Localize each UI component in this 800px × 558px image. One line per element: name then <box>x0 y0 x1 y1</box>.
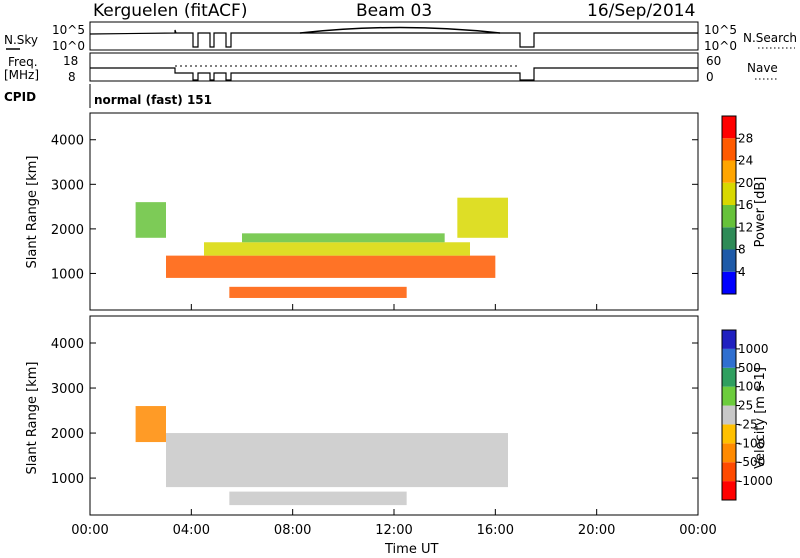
noise-panel-frame <box>89 21 699 51</box>
xtick-label-1: 04:00 <box>173 523 210 538</box>
nave-tick-bottom: 0 <box>706 70 714 84</box>
power-region-2 <box>242 233 445 243</box>
velocity-heatmap-cells <box>135 406 508 506</box>
power-colorbar-swatch-4 <box>722 182 736 205</box>
xtick-label-2: 08:00 <box>274 523 311 538</box>
time-axis: 00:00 04:00 08:00 12:00 16:00 20:00 00:00 <box>71 304 717 538</box>
velocity-colorbar-frame <box>721 329 737 501</box>
nave-tick-top: 60 <box>706 54 721 68</box>
velocity-ytick-label-2: 3000 <box>51 382 84 397</box>
xtick-label-4: 16:00 <box>477 523 514 538</box>
noise-right-tick-top: 10^5 <box>704 23 737 37</box>
velocity-colorbar-swatch-5 <box>722 386 736 406</box>
velocity-colorbar-swatch-0 <box>722 481 736 500</box>
velocity-colorbar-label: Velocity [m s-1] <box>753 367 768 469</box>
power-colorbar-swatch-0 <box>722 271 736 294</box>
power-colorbar-swatch-3 <box>722 205 736 228</box>
velocity-colorbar-tick-label-5: -100 <box>738 436 765 450</box>
freq-label-line1: Freq. <box>8 55 38 69</box>
time-axis-label: Time UT <box>384 542 438 554</box>
noise-right-tick-bottom: 10^0 <box>704 39 737 53</box>
velocity-colorbar: 1000 500 100 25 -25 -100 -500 -1000 <box>721 329 773 501</box>
velocity-colorbar-tick-label-7: -1000 <box>738 474 773 488</box>
velocity-colorbar-tick-label-4: -25 <box>738 417 758 431</box>
noise-left-tick-top: 10^5 <box>52 23 85 37</box>
power-ytick-label-1: 2000 <box>51 223 84 238</box>
power-colorbar-tick-label-0: 28 <box>738 131 753 145</box>
noise-panel: N.Sky 10^5 10^0 10^5 10^0 N.Search <box>4 21 797 53</box>
xtick-label-6: 00:00 <box>679 523 716 538</box>
velocity-colorbar-swatch-7 <box>722 348 736 368</box>
power-panel: 1000 2000 3000 4000 Slant Range [km] <box>25 112 699 311</box>
power-colorbar-swatch-1 <box>722 249 736 272</box>
velocity-ytick-label-1: 2000 <box>51 427 84 442</box>
noise-left-tick-bottom: 10^0 <box>52 39 85 53</box>
power-colorbar-tick-label-3: 16 <box>738 198 753 212</box>
power-heatmap-cells <box>135 197 508 298</box>
noise-trace <box>89 29 698 48</box>
power-region-4 <box>135 202 166 238</box>
freq-tick-top: 18 <box>63 54 78 68</box>
power-region-0 <box>166 255 496 278</box>
xtick-label-5: 20:00 <box>578 523 615 538</box>
velocity-panel: 1000 2000 3000 4000 Slant Range [km] <box>25 315 699 516</box>
power-colorbar-tick-label-4: 12 <box>738 220 753 234</box>
velocity-colorbar-tick-label-0: 1000 <box>738 342 769 356</box>
date-title: 16/Sep/2014 <box>587 1 695 21</box>
xtick-label-0: 00:00 <box>71 523 108 538</box>
velocity-ytick-label-0: 1000 <box>51 472 84 487</box>
cpid-label: CPID <box>4 90 36 104</box>
power-region-3 <box>229 286 407 298</box>
power-colorbar-tick-label-6: 4 <box>738 265 746 279</box>
power-colorbar-label: Power [dB] <box>753 177 768 248</box>
velocity-colorbar-tick-label-2: 100 <box>738 380 761 394</box>
freq-trace <box>90 67 698 81</box>
power-ytick-label-3: 4000 <box>51 134 84 149</box>
nave-label: Nave <box>747 61 778 75</box>
power-colorbar-swatch-5 <box>722 160 736 183</box>
power-ytick-label-0: 1000 <box>51 267 84 282</box>
velocity-colorbar-tick-label-3: 25 <box>738 399 753 413</box>
power-panel-frame <box>89 112 699 311</box>
power-region-1 <box>204 242 470 256</box>
velocity-colorbar-swatch-3 <box>722 424 736 444</box>
frequency-panel: Freq. [MHz] 18 8 60 0 Nave <box>4 52 778 84</box>
power-colorbar-tick-label-2: 20 <box>738 176 753 190</box>
power-colorbar-swatch-7 <box>722 116 736 139</box>
velocity-colorbar-swatch-4 <box>722 405 736 425</box>
freq-label-line2: [MHz] <box>4 68 39 82</box>
freq-tick-bottom: 8 <box>68 70 76 84</box>
velocity-ylabel: Slant Range [km] <box>25 362 40 475</box>
power-colorbar-swatch-6 <box>722 138 736 161</box>
velocity-colorbar-swatch-2 <box>722 443 736 463</box>
power-colorbar-tick-label-5: 8 <box>738 243 746 257</box>
power-colorbar-swatch-2 <box>722 227 736 250</box>
velocity-colorbar-tick-label-6: -500 <box>738 455 765 469</box>
power-colorbar-tick-label-1: 24 <box>738 154 753 168</box>
velocity-region-2 <box>135 406 166 443</box>
cpid-value: normal (fast) 151 <box>94 93 212 107</box>
station-title: Kerguelen (fitACF) <box>93 1 247 21</box>
power-region-5 <box>457 197 508 238</box>
freq-panel-frame <box>89 52 699 82</box>
noise-right-label: N.Search <box>743 31 797 45</box>
velocity-region-0 <box>166 433 508 488</box>
velocity-ytick-label-3: 4000 <box>51 337 84 352</box>
power-colorbar: 28 24 20 16 12 8 4 <box>721 115 753 295</box>
velocity-colorbar-swatch-8 <box>722 330 736 349</box>
velocity-colorbar-tick-label-1: 500 <box>738 361 761 375</box>
xtick-label-3: 12:00 <box>375 523 412 538</box>
velocity-colorbar-swatch-1 <box>722 462 736 482</box>
power-ylabel: Slant Range [km] <box>25 156 40 269</box>
velocity-region-1 <box>229 491 407 506</box>
noise-left-label: N.Sky <box>4 33 38 47</box>
beam-title: Beam 03 <box>356 1 432 21</box>
power-ytick-label-2: 3000 <box>51 178 84 193</box>
velocity-colorbar-swatch-6 <box>722 367 736 387</box>
